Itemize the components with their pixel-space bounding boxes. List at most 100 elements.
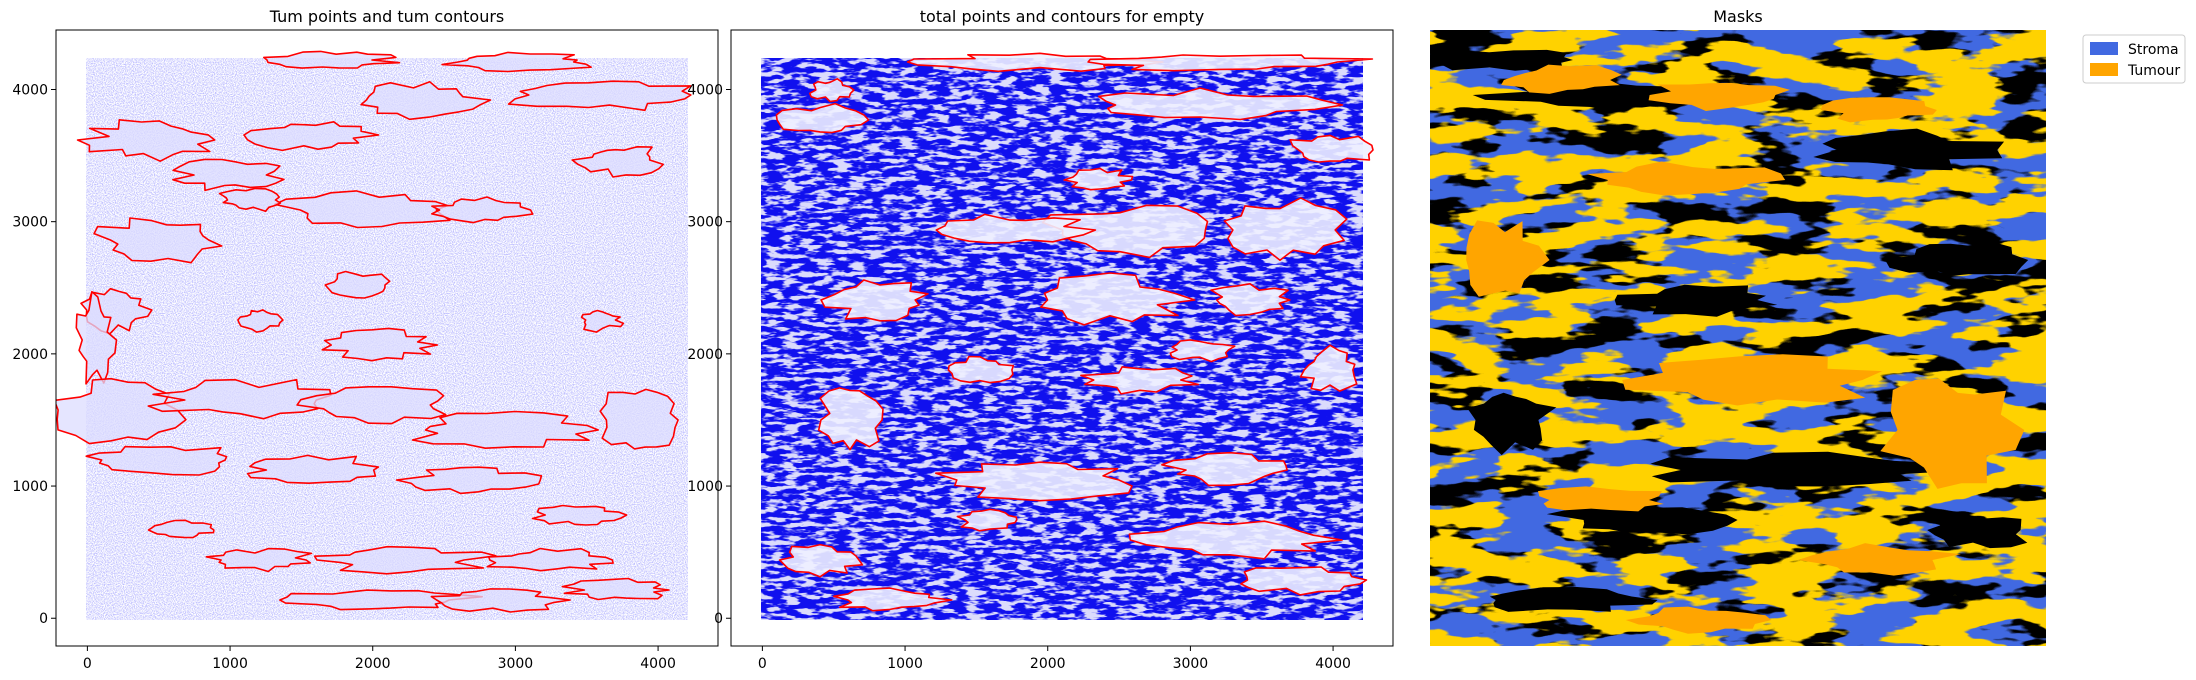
tumour-contour xyxy=(431,196,534,224)
mask-empty-shape xyxy=(1467,392,1557,456)
panel1-ytick-label: 2000 xyxy=(12,347,48,363)
mask-tumour-regions xyxy=(1430,30,2046,646)
tumour-contour xyxy=(172,158,285,192)
panel2-xtick-label: 0 xyxy=(758,656,767,672)
mask-tumour-shape xyxy=(1820,97,1937,123)
mask-tumour-shape xyxy=(1466,220,1550,297)
panel1-axes-frame xyxy=(55,29,719,647)
empty-contour xyxy=(1098,87,1344,121)
tumour-contour xyxy=(486,547,614,572)
panel2-ytick-label: 1000 xyxy=(687,479,723,495)
tumour-contour xyxy=(531,504,628,526)
panel1-ytick-label: 3000 xyxy=(12,215,48,231)
legend-label-stroma: Stroma xyxy=(2128,42,2179,58)
tumour-contour xyxy=(430,588,571,613)
panel-masks: Masks Stroma Tumour xyxy=(1430,7,2186,646)
tumour-contour xyxy=(147,378,332,420)
panel2-axes-frame xyxy=(730,29,1394,647)
tumour-contour xyxy=(246,454,380,484)
panel1-ytick-label: 1000 xyxy=(12,479,48,495)
mask-empty-shape xyxy=(1650,451,1974,487)
panel2-ytick-label: 2000 xyxy=(687,347,723,363)
empty-contour xyxy=(808,78,855,103)
mask-tumour-shape xyxy=(1880,378,2025,489)
tumour-contour xyxy=(243,121,380,152)
empty-contour xyxy=(1080,366,1200,395)
mask-tumour-shape xyxy=(1501,64,1622,94)
panel2-xtick-label: 2000 xyxy=(1030,656,1066,672)
tumour-contour xyxy=(441,51,592,73)
empty-contour xyxy=(817,387,884,451)
tumour-contour xyxy=(279,589,483,611)
tumour-contour xyxy=(599,388,679,450)
tumour-contour xyxy=(218,187,282,213)
empty-contour xyxy=(1223,197,1348,261)
mask-empty-shape xyxy=(1546,503,1738,535)
tumour-contour xyxy=(395,466,543,495)
panel2-ytick-label: 0 xyxy=(714,611,723,627)
mask-shapes xyxy=(1430,49,2029,634)
empty-contour xyxy=(935,461,1133,502)
legend: Stroma Tumour xyxy=(2082,34,2186,84)
empty-contour xyxy=(832,587,953,612)
panel1-ticks: 0 1000 2000 3000 4000 0 1000 2000 3000 4000 xyxy=(12,82,676,672)
panel-total-points: total points and contours for empty 0 100… xyxy=(687,7,1394,672)
panel1-plot-area xyxy=(56,50,692,620)
tumour-contour xyxy=(237,309,284,333)
empty-contour xyxy=(1087,54,1374,72)
tumour-contour xyxy=(296,386,447,425)
panel1-ytick-label: 4000 xyxy=(12,82,48,98)
panel1-title: Tum points and tum contours xyxy=(269,7,505,26)
tumour-contour xyxy=(93,217,223,264)
empty-contour xyxy=(935,213,1097,244)
mask-empty-shape xyxy=(1489,587,1658,612)
mask-tumour-shape xyxy=(1648,82,1790,111)
panel3-title: Masks xyxy=(1713,7,1763,26)
tumour-contour xyxy=(147,519,215,539)
panel1-xtick-label: 4000 xyxy=(640,656,676,672)
empty-contour xyxy=(1210,283,1291,317)
tumour-contour xyxy=(76,119,216,162)
panel2-xtick-label: 1000 xyxy=(887,656,923,672)
tumour-contour xyxy=(321,327,439,362)
empty-contour xyxy=(1063,167,1134,191)
empty-contour xyxy=(1289,134,1374,163)
mask-tumour-shape xyxy=(1586,161,1786,196)
tumour-contour xyxy=(507,80,692,112)
mask-tumour-shape xyxy=(1538,486,1664,512)
tumour-contour xyxy=(561,577,670,601)
tumour-contour xyxy=(263,50,401,69)
legend-swatch-stroma xyxy=(2090,42,2118,55)
tumour-contour xyxy=(313,545,497,575)
tumour-contour xyxy=(324,270,391,299)
panel2-ytick-label: 3000 xyxy=(687,215,723,231)
panel1-ytick-label: 0 xyxy=(39,611,48,627)
panel2-ticks: 0 1000 2000 3000 4000 0 1000 2000 3000 4000 xyxy=(687,82,1351,672)
empty-contour xyxy=(956,508,1018,532)
empty-contour xyxy=(906,52,1164,73)
mask-empty-shape xyxy=(1813,128,2005,171)
tumour-contour xyxy=(205,547,313,573)
empty-contour xyxy=(778,543,864,578)
panel2-title: total points and contours for empty xyxy=(920,7,1204,26)
empty-contour xyxy=(775,102,870,134)
mask-empty-shape xyxy=(1614,284,1778,317)
mask-tumour-shape xyxy=(1625,606,1772,634)
mask-empty-shape xyxy=(1927,517,2028,549)
panel2-xtick-label: 3000 xyxy=(1173,656,1209,672)
mask-empty-shape xyxy=(1885,242,2029,276)
tumour-contour xyxy=(85,445,228,476)
mask-tumour-shape xyxy=(1622,354,1883,406)
tumour-contour xyxy=(273,190,451,229)
panel2-plot-area xyxy=(761,52,1374,620)
panel1-xtick-label: 0 xyxy=(83,656,92,672)
mask-empty-shape xyxy=(1430,49,1573,71)
tumour-contour xyxy=(360,81,492,121)
panel1-xtick-label: 1000 xyxy=(212,656,248,672)
empty-contour xyxy=(1299,344,1358,392)
panel1-xtick-label: 2000 xyxy=(355,656,391,672)
empty-contour xyxy=(1169,339,1236,363)
empty-contour xyxy=(1040,272,1196,326)
legend-label-tumour: Tumour xyxy=(2127,63,2180,79)
